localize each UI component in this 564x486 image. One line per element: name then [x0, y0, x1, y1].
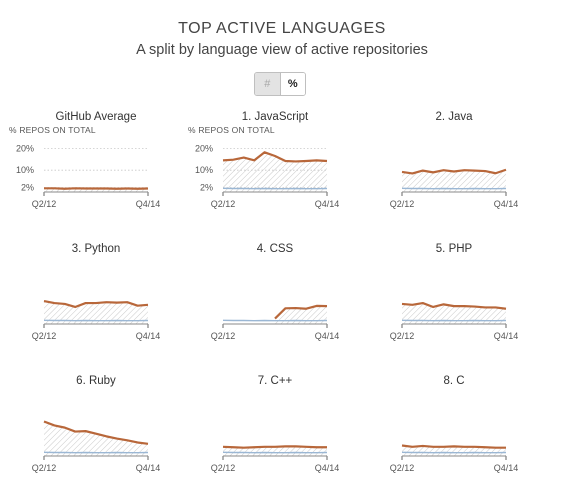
x-tick-end: Q4/14 — [136, 199, 161, 209]
language-series-line — [222, 445, 327, 449]
unit-toggle: # % — [254, 72, 306, 96]
chart-panel-6-ruby: 6. Ruby Q2/12 Q4/14 — [32, 375, 161, 473]
y-axis-label: % REPOS ON TOTAL — [9, 125, 96, 135]
language-series-line — [401, 301, 507, 310]
chart-panel-5-php: 5. PHP Q2/12 Q4/14 — [390, 243, 519, 341]
panel-title: 4. CSS — [257, 243, 294, 255]
x-tick-start: Q2/12 — [390, 463, 415, 473]
x-tick-end: Q4/14 — [136, 463, 161, 473]
x-tick-start: Q2/12 — [32, 199, 57, 209]
y-tick-label: 20% — [195, 143, 213, 153]
language-series-line — [222, 151, 328, 163]
chart-panel-3-python: 3. Python Q2/12 Q4/14 — [32, 243, 161, 341]
y-tick-label: 10% — [195, 165, 213, 175]
chart-panel-1-javascript: 1. JavaScript % REPOS ON TOTAL 20% 10% 2% Q2/… — [188, 111, 339, 209]
panel-title: 5. PHP — [436, 243, 473, 255]
area-fill — [223, 446, 327, 456]
x-tick-start: Q2/12 — [211, 463, 236, 473]
page-title: TOP ACTIVE LANGUAGES — [178, 20, 386, 37]
panel-title: 6. Ruby — [76, 375, 116, 387]
panel-title: 3. Python — [72, 243, 121, 255]
panel-title: 7. C++ — [258, 375, 293, 387]
x-tick-end: Q4/14 — [315, 463, 340, 473]
x-tick-start: Q2/12 — [211, 331, 236, 341]
x-tick-end: Q4/14 — [315, 331, 340, 341]
x-tick-start: Q2/12 — [32, 331, 57, 341]
chart-panel-2-java: 2. Java Q2/12 Q4/14 — [390, 111, 519, 209]
chart-panel-8-c: 8. C Q2/12 Q4/14 — [390, 375, 519, 473]
y-tick-label: 10% — [16, 165, 34, 175]
x-tick-start: Q2/12 — [211, 199, 236, 209]
x-tick-end: Q4/14 — [494, 199, 519, 209]
chart-panel-4-css: 4. CSS Q2/12 Q4/14 — [211, 243, 340, 341]
panel-title: GitHub Average — [56, 111, 137, 123]
panel-title: 2. Java — [435, 111, 473, 123]
chart-panel-github-average: GitHub Average % REPOS ON TOTAL 20% 10% 2% Q2… — [9, 111, 160, 209]
area-fill — [44, 301, 148, 324]
x-tick-start: Q2/12 — [390, 331, 415, 341]
area-fill — [402, 169, 506, 192]
page-subtitle: A split by language view of active repos… — [136, 42, 428, 58]
y-tick-label: 2% — [21, 183, 34, 193]
x-tick-start: Q2/12 — [32, 463, 57, 473]
area-fill — [402, 303, 506, 324]
y-tick-label: 2% — [200, 183, 213, 193]
x-tick-end: Q4/14 — [136, 331, 161, 341]
language-series-line — [401, 168, 507, 175]
language-series-line — [274, 304, 328, 320]
area-fill — [275, 305, 327, 324]
x-tick-end: Q4/14 — [494, 331, 519, 341]
language-series-line — [43, 420, 149, 445]
panel-title: 1. JavaScript — [242, 111, 309, 123]
y-tick-label: 20% — [16, 143, 34, 153]
x-tick-end: Q4/14 — [494, 463, 519, 473]
panel-title: 8. C — [443, 375, 464, 387]
x-tick-end: Q4/14 — [315, 199, 340, 209]
y-axis-label: % REPOS ON TOTAL — [188, 125, 275, 135]
toggle-percent-button[interactable]: % — [280, 73, 305, 95]
x-tick-start: Q2/12 — [390, 199, 415, 209]
language-series-line — [401, 444, 506, 449]
language-series-line — [43, 300, 149, 309]
chart-panel-7-cpp: 7. C++ Q2/12 Q4/14 — [211, 375, 340, 473]
toggle-count-button[interactable]: # — [255, 73, 281, 95]
